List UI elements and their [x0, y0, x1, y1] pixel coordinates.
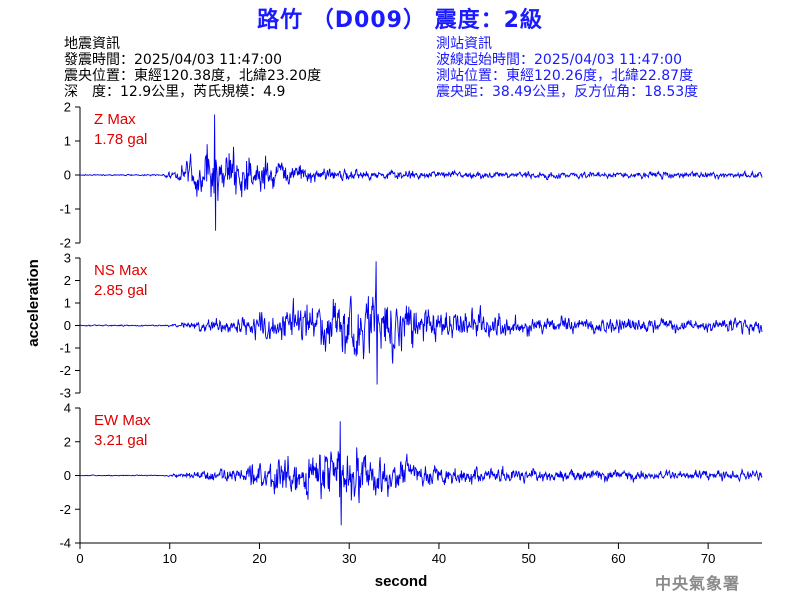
- depth-magnitude: 深 度：12.9公里，芮氏規模：4.9: [64, 84, 286, 100]
- ns-max-value: 2.85 gal: [94, 282, 147, 299]
- page-title: 路竹 （D009） 震度：2級: [257, 8, 543, 33]
- z-y-tick-label: -1: [59, 202, 71, 217]
- station-info: 測站資訊 波線起始時間：2025/04/03 11:47:00 測站位置：東經1…: [436, 36, 698, 100]
- z-y-tick-label: 2: [64, 100, 71, 115]
- ns-y-tick-label: 2: [64, 273, 71, 288]
- ns-y-tick-label: 3: [64, 251, 71, 266]
- ew-max-value: 3.21 gal: [94, 432, 147, 449]
- z-y-tick-label: 1: [64, 134, 71, 149]
- ns-y-tick-label: 0: [64, 318, 71, 333]
- ns-y-tick-label: -2: [59, 363, 71, 378]
- agency-watermark: 中央氣象署: [655, 574, 741, 593]
- ns-y-tick-label: 1: [64, 296, 71, 311]
- x-tick-label: 10: [163, 551, 177, 566]
- ew-y-tick-label: 0: [64, 468, 71, 483]
- ns-max-title: NS Max: [94, 262, 148, 279]
- x-tick-label: 70: [701, 551, 715, 566]
- x-tick-label: 20: [252, 551, 266, 566]
- station-location: 測站位置：東經120.26度，北緯22.87度: [436, 68, 694, 84]
- x-tick-label: 0: [76, 551, 83, 566]
- origin-time: 發震時間：2025/04/03 11:47:00: [64, 52, 283, 68]
- epicenter: 震央位置：東經120.38度，北緯23.20度: [64, 68, 322, 84]
- z-max-title: Z Max: [94, 111, 136, 128]
- quake-info-heading: 地震資訊: [64, 36, 120, 52]
- x-tick-label: 40: [432, 551, 446, 566]
- ew-y-tick-label: 2: [64, 434, 71, 449]
- ew-y-tick-label: -4: [59, 536, 71, 551]
- ew-trace: [79, 421, 763, 526]
- ew-y-tick-label: 4: [64, 401, 71, 416]
- epicentral-distance: 震央距：38.49公里，反方位角：18.53度: [436, 84, 699, 100]
- z-max-value: 1.78 gal: [94, 131, 147, 148]
- ew-max-title: EW Max: [94, 412, 151, 429]
- x-axis-label: second: [375, 573, 428, 590]
- arrival-time: 波線起始時間：2025/04/03 11:47:00: [436, 52, 683, 68]
- x-tick-label: 50: [521, 551, 535, 566]
- z-y-tick-label: -2: [59, 236, 71, 251]
- station-info-heading: 測站資訊: [436, 36, 492, 52]
- z-trace: [80, 114, 763, 231]
- ew-y-tick-label: -2: [59, 502, 71, 517]
- z-y-tick-label: 0: [64, 168, 71, 183]
- ns-y-tick-label: -3: [59, 386, 71, 401]
- quake-info: 地震資訊 發震時間：2025/04/03 11:47:00 震央位置：東經120…: [64, 36, 321, 100]
- ns-y-tick-label: -1: [59, 341, 71, 356]
- x-tick-label: 30: [342, 551, 356, 566]
- ns-trace: [80, 261, 763, 385]
- y-axis-label: acceleration: [25, 259, 42, 347]
- x-tick-label: 60: [611, 551, 625, 566]
